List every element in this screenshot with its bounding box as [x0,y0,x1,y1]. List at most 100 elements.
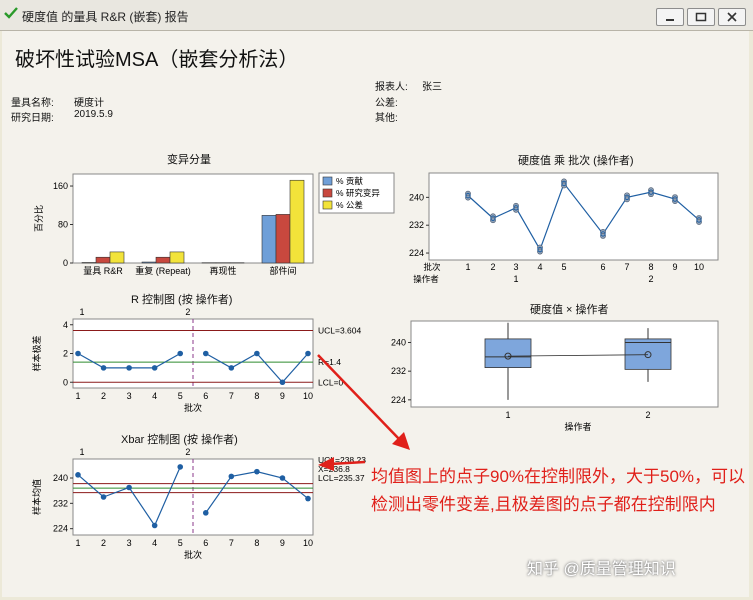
r-chart-point [279,379,286,386]
variance-category-label: 重复 (Repeat) [135,265,191,276]
r-chart-x-tick-label: 6 [203,391,208,401]
r-chart-y-tick-label: 0 [63,377,68,387]
study-date-value: 2019.5.9 [74,109,113,120]
other-label: 其他: [375,113,398,124]
variance-legend-label: % 贡献 [336,176,363,186]
window-title: 硬度值 的量具 R&R (嵌套) 报告 [22,10,189,24]
variance-legend-swatch [322,188,333,198]
watermark: 知乎 @质量管理知识 [527,561,676,578]
variance-legend-label: % 公差 [336,200,363,210]
r-chart-point [254,350,260,357]
variance-bar [141,261,157,264]
by-batch-mean-marker [537,246,543,253]
annotation-text: 均值图上的点子90%在控制限外，大于50%，可以检测出零件变差,且极差图的点子都… [371,467,746,514]
r-chart-point [75,350,81,357]
by-batch-x-tick-label: 8 [648,262,653,272]
xbar-chart-point [100,494,107,500]
r-chart-x-axis-label: 批次 [184,402,202,413]
r-chart-x-tick-label: 9 [280,391,285,401]
xbar-chart-x-tick-label: 7 [229,538,234,548]
by-batch-mean-marker [672,196,678,202]
xbar-chart-point [305,495,311,502]
variance-y-axis-label: 百分比 [33,205,44,232]
r-chart-title: R 控制图 (按 操作者) [131,294,233,306]
by-batch-mean-marker [490,215,496,221]
xbar-chart-y-tick-label: 240 [53,473,68,483]
by-batch-x-tick-label: 4 [537,262,542,272]
variance-bar [155,256,171,264]
variance-bar [289,179,305,264]
xbar-chart-group-label: 2 [185,447,190,457]
variance-y-tick-label: 160 [53,181,68,191]
minimize-icon [666,19,674,21]
r-chart-x-tick-label: 2 [101,391,106,401]
variance-bar [261,215,277,264]
by-batch-y-tick-label: 232 [409,220,424,230]
annotation-arrow-lower-head [318,457,334,471]
xbar-chart-point [254,468,260,475]
by-operator-x-axis-label: 操作者 [564,421,591,432]
by-batch-y-tick-label: 224 [409,248,424,258]
r-chart-x-tick-label: 1 [75,391,80,401]
by-batch-row-label: 批次 [423,262,441,272]
annotation-arrows [317,354,410,471]
minimize-button[interactable] [656,8,684,26]
xbar-chart-x-tick-label: 6 [203,538,208,548]
by-operator-chart-title: 硬度值 × 操作者 [530,304,609,316]
r-control-chart: 0 2 4 1 2 3 4 5 6 7 8 9 10 批次 样本极差 1 2 UCL=3.604 R=1.4 LCL=… [31,307,362,413]
variance-category-label: 部件间 [269,265,296,276]
by-batch-mean-marker [600,231,606,237]
variance-category-label: 量具 R&R [83,266,123,276]
hardness-by-operator-chart: 224 232 240 1 2 操作者 [391,320,719,432]
study-date-label: 研究日期: [11,113,54,124]
reporter-value: 张三 [422,82,442,93]
by-batch-x-tick-label: 2 [490,262,495,272]
by-batch-mean-marker [696,217,702,223]
r-chart-point [228,365,235,371]
r-chart-x-tick-label: 4 [152,391,157,401]
close-button[interactable] [718,8,746,26]
xbar-chart-x-tick-label: 9 [280,538,285,548]
by-batch-mean-marker [513,205,519,211]
by-batch-x-tick-label: 1 [465,262,470,272]
by-batch-x-tick-label: 6 [600,262,605,272]
maximize-icon [695,12,707,22]
annotation-arrow-upper-head [392,432,410,450]
variance-y-tick-label: 80 [58,220,68,230]
variance-bar [169,251,185,264]
report-heading: 破坏性试验MSA（嵌套分析法） [15,49,299,71]
check-icon [4,7,18,19]
xbar-chart-x-tick-label: 4 [152,538,157,548]
gauge-name-value: 硬度计 [74,98,104,109]
r-chart-point [100,365,107,371]
by-operator-y-tick-label: 232 [391,366,406,376]
r-chart-x-tick-label: 5 [178,391,183,401]
xbar-chart-point [202,510,209,516]
xbar-chart-point [279,475,286,481]
r-chart-center-label: R=1.4 [318,357,341,367]
by-batch-x-tick-label: 10 [694,262,704,272]
variance-category-label: 再现性 [209,265,236,276]
xbar-chart-x-tick-label: 5 [178,538,183,548]
xbar-chart-ucl-label: UCL=238.23 [318,455,366,465]
xbar-chart-y-tick-label: 232 [53,498,68,508]
by-operator-mean-line [507,354,649,357]
variance-legend-swatch [322,200,333,210]
variance-legend-swatch [322,176,333,186]
xbar-chart-x-tick-label: 10 [303,538,313,548]
xbar-chart-point [126,484,132,491]
r-chart-x-tick-label: 8 [254,391,259,401]
by-operator-plot-area [410,320,719,408]
by-operator-y-tick-label: 224 [391,395,406,405]
by-batch-mean-marker [648,189,654,195]
r-chart-point [177,350,184,357]
maximize-button[interactable] [687,8,715,26]
by-batch-mean-marker [561,180,567,187]
xbar-chart-x-tick-label: 2 [101,538,106,548]
reporter-label: 报表人: [375,82,408,93]
variance-chart-title: 变异分量 [167,154,211,166]
r-chart-y-tick-label: 4 [63,320,68,330]
r-chart-point [126,365,132,371]
by-batch-x-tick-label: 7 [624,262,629,272]
